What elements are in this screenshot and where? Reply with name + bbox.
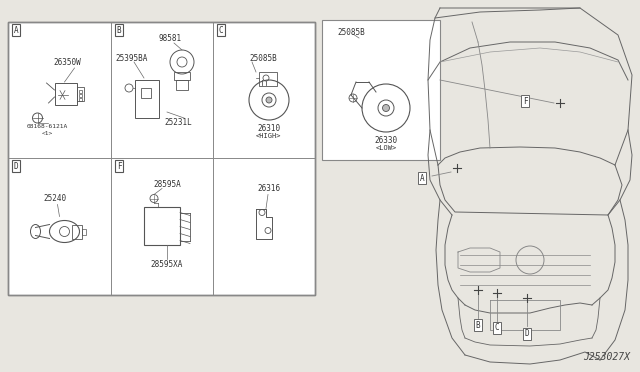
Bar	[79, 90, 81, 93]
Bar	[8, 22, 315, 295]
Text: F: F	[116, 161, 122, 170]
Bar	[144, 206, 180, 244]
Bar	[135, 80, 159, 118]
Bar	[77, 87, 83, 101]
Bar	[141, 88, 151, 98]
Text: 25085B: 25085B	[249, 54, 276, 62]
Text: 25395BA: 25395BA	[116, 54, 148, 62]
Text: C: C	[219, 26, 223, 35]
Bar	[81, 228, 86, 234]
Circle shape	[266, 97, 272, 103]
Text: B: B	[116, 26, 122, 35]
Text: D: D	[525, 330, 529, 339]
Text: 26316: 26316	[257, 184, 280, 193]
Text: 28595A: 28595A	[153, 180, 181, 189]
Bar	[72, 224, 81, 238]
Bar	[8, 22, 315, 295]
Text: <1>: <1>	[42, 131, 53, 135]
Text: 25085B: 25085B	[337, 28, 365, 36]
Text: F: F	[523, 96, 527, 106]
Bar	[259, 72, 277, 86]
Text: A: A	[420, 173, 424, 183]
Text: 28595XA: 28595XA	[151, 260, 183, 269]
Text: A: A	[13, 26, 19, 35]
Text: 25240: 25240	[43, 194, 66, 203]
Text: 98581: 98581	[159, 33, 182, 42]
Text: B: B	[476, 321, 480, 330]
Bar	[322, 20, 440, 160]
Text: <LOW>: <LOW>	[376, 145, 397, 151]
Bar	[79, 93, 81, 96]
Circle shape	[383, 105, 390, 112]
Text: <HIGH>: <HIGH>	[256, 133, 282, 139]
Text: J253027X: J253027X	[583, 352, 630, 362]
Bar	[174, 72, 190, 80]
Text: 08168-6121A: 08168-6121A	[27, 124, 68, 128]
Text: C: C	[495, 324, 499, 333]
Text: D: D	[13, 161, 19, 170]
Text: 26350W: 26350W	[54, 58, 81, 67]
Text: 26310: 26310	[257, 124, 280, 132]
Bar	[54, 83, 77, 105]
Text: 25231L: 25231L	[164, 118, 192, 126]
Bar	[79, 97, 81, 100]
Text: 26330: 26330	[374, 135, 397, 144]
Bar	[176, 80, 188, 90]
